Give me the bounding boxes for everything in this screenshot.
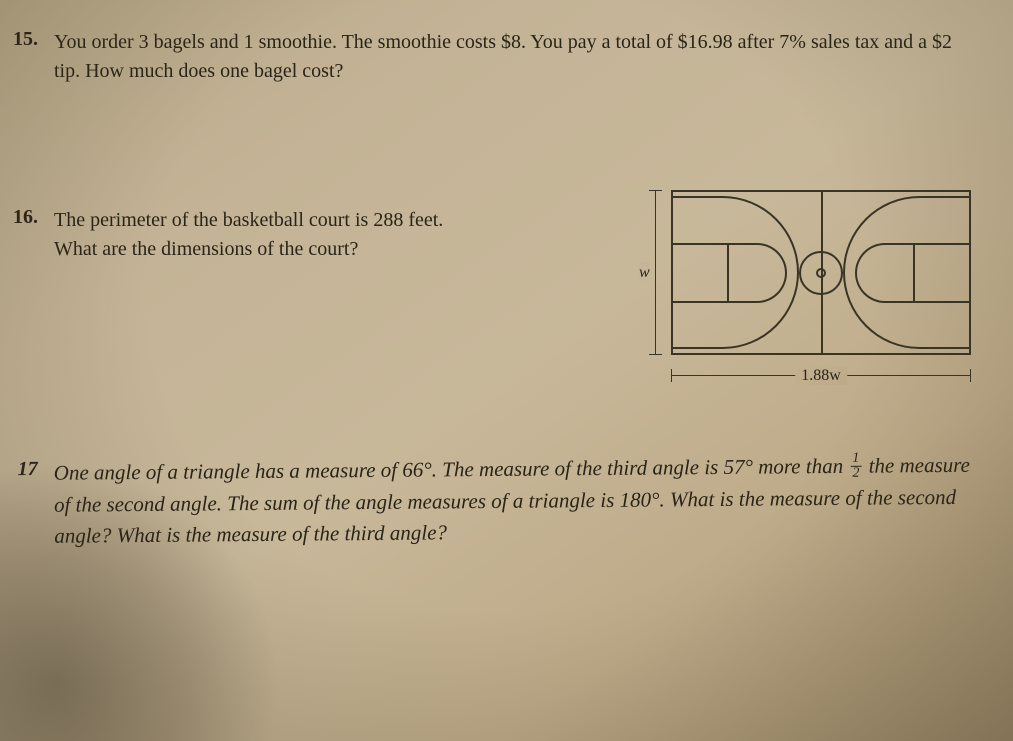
dim-tick [970, 369, 971, 382]
key-right [913, 243, 969, 303]
key-arc-right [855, 243, 915, 303]
problem-16-line1: The perimeter of the basketball court is… [54, 209, 443, 231]
fraction-one-half: 12 [850, 451, 861, 480]
dim-tick [649, 354, 662, 355]
dimension-length-label: 1.88w [795, 367, 847, 385]
fraction-denominator: 2 [850, 466, 861, 480]
key-left [673, 243, 729, 303]
basketball-court-diagram: w 1.88w [643, 190, 973, 355]
dimension-width-label: w [639, 262, 650, 284]
dimension-width: w [643, 190, 667, 355]
problem-15: 15. You order 3 bagels and 1 smoothie. T… [0, 28, 973, 86]
fraction-numerator: 1 [850, 451, 861, 466]
problem-text: You order 3 bagels and 1 smoothie. The s… [54, 28, 973, 86]
dimension-length: 1.88w [671, 365, 971, 389]
problem-number: 17 [0, 458, 54, 553]
problem-text: One angle of a triangle has a measure of… [54, 450, 974, 553]
dim-tick [649, 190, 662, 191]
problem-number: 15. [0, 28, 54, 86]
court-outline [671, 190, 971, 355]
key-arc-left [727, 243, 787, 303]
center-dot [816, 268, 826, 278]
problem-16-line2: What are the dimensions of the court? [54, 238, 358, 260]
problem-number: 16. [0, 206, 54, 264]
problem-17-part1: One angle of a triangle has a measure of… [54, 454, 849, 485]
dim-bar [655, 190, 656, 355]
problem-17: 17 One angle of a triangle has a measure… [0, 450, 973, 553]
dim-tick [671, 369, 672, 382]
